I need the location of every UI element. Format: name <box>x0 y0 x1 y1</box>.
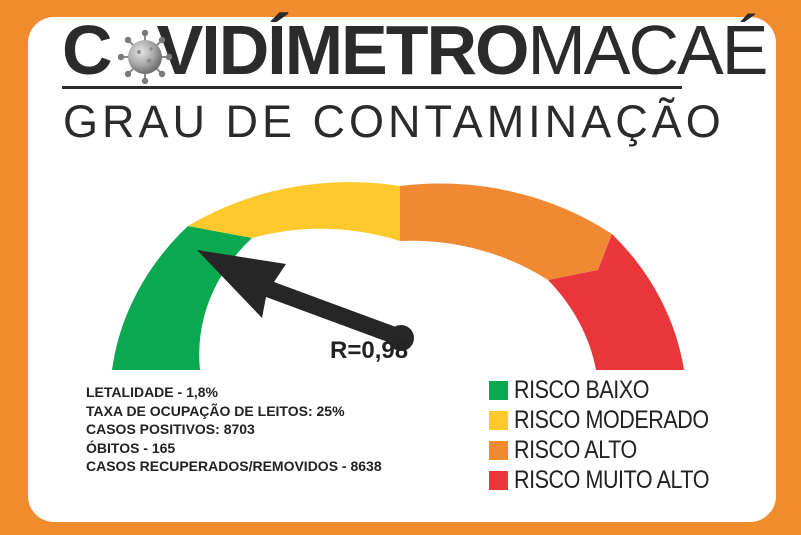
legend-swatch-low <box>489 380 508 400</box>
gauge-needle <box>197 250 414 351</box>
legend-swatch-high <box>489 440 508 460</box>
virus-icon <box>118 30 172 84</box>
gauge-segment-high <box>400 183 612 280</box>
stat-positive-cases: CASOS POSITIVOS: 8703 <box>86 421 255 437</box>
stats-block: LETALIDADE - 1,8% TAXA DE OCUPAÇÃO DE LE… <box>86 383 382 476</box>
legend-swatch-very-high <box>489 470 508 490</box>
legend-item-low: RISCO BAIXO <box>489 375 741 405</box>
r-value: R=0,98 <box>330 337 409 364</box>
risk-legend: RISCO BAIXO RISCO MODERADO RISCO ALTO RI… <box>489 375 741 495</box>
stat-recovered: CASOS RECUPERADOS/REMOVIDOS - 8638 <box>86 458 382 474</box>
stat-bed-occupancy: TAXA DE OCUPAÇÃO DE LEITOS: 25% <box>86 402 345 419</box>
title-logo: C VIDÍMETROMACAÉ <box>62 10 768 102</box>
page-subtitle: GRAU DE CONTAMINAÇÃO <box>63 96 725 147</box>
legend-swatch-moderate <box>489 410 508 430</box>
title-letter-c: C <box>62 11 113 89</box>
title-light-part: MACAÉ <box>527 11 768 89</box>
gauge-segment-very-high <box>548 234 684 370</box>
legend-item-moderate: RISCO MODERADO <box>489 405 741 435</box>
title-underline <box>62 86 682 89</box>
title-bold-part: VIDÍMETRO <box>156 11 530 89</box>
legend-item-high: RISCO ALTO <box>489 435 741 465</box>
stat-lethality: LETALIDADE - 1,8% <box>86 384 218 400</box>
stat-deaths: ÓBITOS - 165 <box>86 439 176 456</box>
gauge-segment-moderate <box>188 182 400 241</box>
gauge-segment-low <box>112 226 252 370</box>
legend-item-very-high: RISCO MUITO ALTO <box>489 465 741 495</box>
